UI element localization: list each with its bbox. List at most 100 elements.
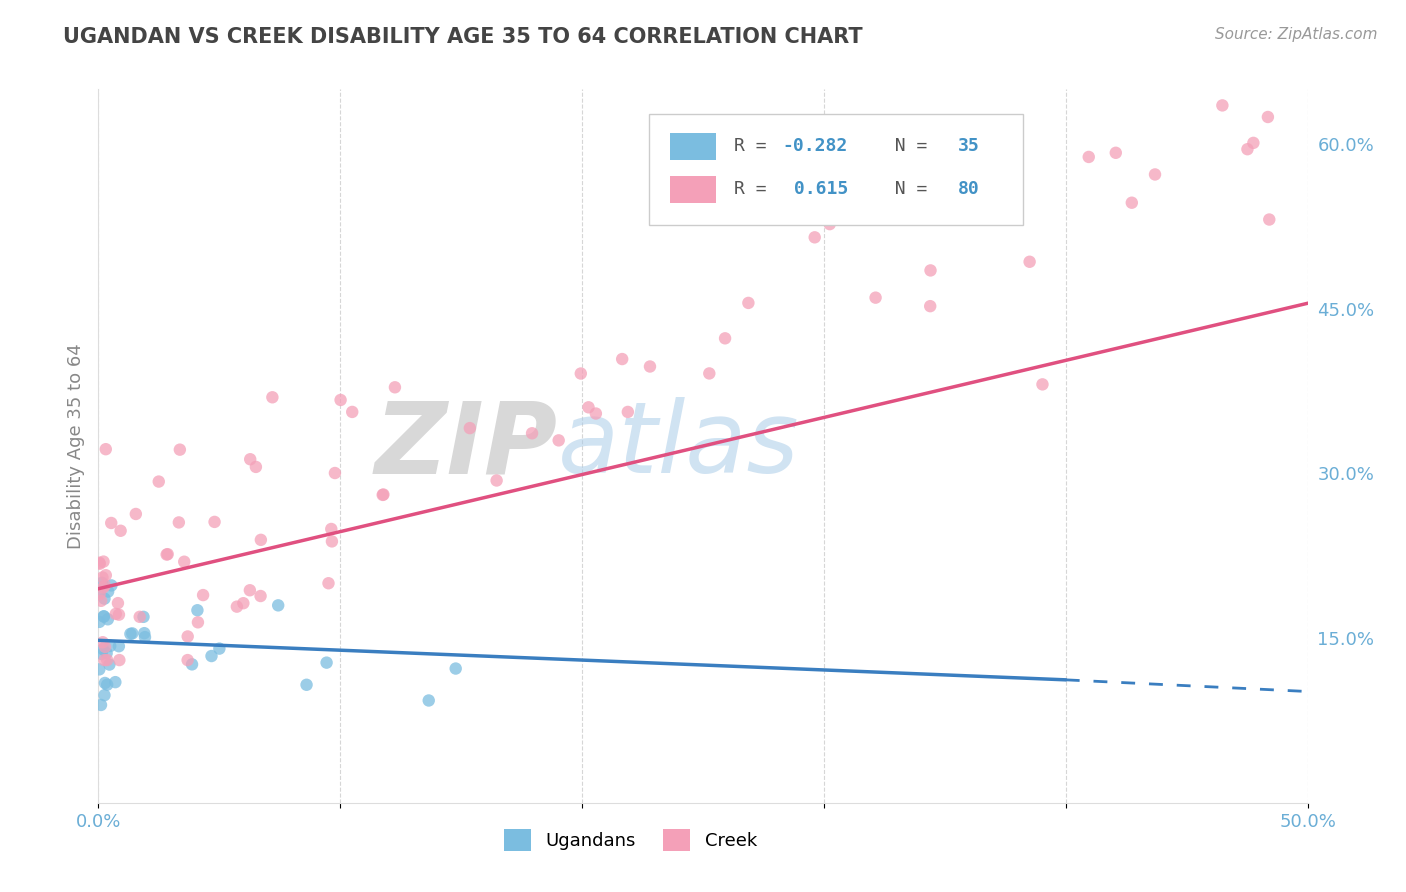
Point <box>315 656 337 670</box>
Text: UGANDAN VS CREEK DISABILITY AGE 35 TO 64 CORRELATION CHART: UGANDAN VS CREEK DISABILITY AGE 35 TO 64… <box>63 27 863 46</box>
Point <box>208 641 231 656</box>
Point <box>617 405 640 419</box>
Point <box>418 693 440 707</box>
Point <box>121 626 143 640</box>
Text: R =: R = <box>734 137 778 155</box>
Text: 35: 35 <box>957 137 980 155</box>
Point <box>176 630 198 644</box>
Point <box>444 661 467 675</box>
Point <box>104 675 127 690</box>
Text: R =: R = <box>734 180 778 198</box>
Text: N =: N = <box>873 137 939 155</box>
Point <box>225 599 247 614</box>
Point <box>91 581 114 595</box>
Point <box>169 442 191 457</box>
Point <box>98 639 121 653</box>
Point <box>167 516 190 530</box>
Point <box>108 607 131 622</box>
Point <box>1018 254 1040 268</box>
Point <box>920 299 942 313</box>
Point <box>232 596 254 610</box>
Point <box>134 630 156 644</box>
Point <box>94 676 117 690</box>
Point <box>93 688 115 702</box>
Point <box>737 296 759 310</box>
Text: -0.282: -0.282 <box>783 137 848 155</box>
Bar <box>671 133 716 160</box>
Point <box>200 648 222 663</box>
Point <box>321 534 343 549</box>
Point <box>90 698 112 712</box>
Point <box>204 515 226 529</box>
Point <box>176 653 198 667</box>
Point <box>321 522 343 536</box>
Point <box>239 583 262 598</box>
Point <box>108 639 131 653</box>
Point <box>730 187 752 202</box>
Point <box>1257 110 1279 124</box>
Point <box>547 434 569 448</box>
Point <box>94 568 117 582</box>
Point <box>373 487 395 501</box>
Point <box>342 405 364 419</box>
Point <box>93 653 115 667</box>
Point <box>94 640 117 654</box>
Point <box>97 612 120 626</box>
Point <box>371 488 394 502</box>
Point <box>920 263 942 277</box>
Point <box>249 589 271 603</box>
Point <box>96 646 118 660</box>
Point <box>90 575 112 590</box>
Point <box>262 390 284 404</box>
Point <box>90 647 112 661</box>
Point <box>187 615 209 630</box>
Point <box>181 657 204 672</box>
Text: 0.615: 0.615 <box>783 180 848 198</box>
Point <box>1031 377 1053 392</box>
Point <box>94 578 117 592</box>
Point <box>93 555 115 569</box>
Point <box>89 615 111 629</box>
Point <box>91 635 114 649</box>
Point <box>520 426 543 441</box>
Point <box>865 291 887 305</box>
Y-axis label: Disability Age 35 to 64: Disability Age 35 to 64 <box>66 343 84 549</box>
Point <box>125 507 148 521</box>
Point <box>569 367 592 381</box>
Point <box>104 607 127 621</box>
Text: Source: ZipAtlas.com: Source: ZipAtlas.com <box>1215 27 1378 42</box>
Point <box>108 653 131 667</box>
Point <box>96 653 118 667</box>
Point <box>1105 145 1128 160</box>
Point <box>803 230 825 244</box>
Point <box>585 407 607 421</box>
Point <box>191 588 214 602</box>
Point <box>239 452 262 467</box>
Point <box>89 587 111 601</box>
Point <box>1143 168 1166 182</box>
Point <box>148 475 170 489</box>
Point <box>458 421 481 435</box>
Point <box>818 217 841 231</box>
Point <box>107 596 129 610</box>
Point <box>93 609 115 624</box>
Point <box>638 359 661 374</box>
Point <box>295 678 318 692</box>
Point <box>132 610 155 624</box>
Point <box>323 466 346 480</box>
Point <box>1077 150 1099 164</box>
Point <box>91 642 114 657</box>
Point <box>128 610 150 624</box>
Point <box>93 609 115 624</box>
Text: atlas: atlas <box>558 398 800 494</box>
Point <box>267 599 290 613</box>
Text: N =: N = <box>873 180 939 198</box>
Point <box>89 662 111 676</box>
Bar <box>671 176 716 202</box>
Point <box>100 578 122 592</box>
Point <box>89 585 111 599</box>
Point <box>98 657 121 672</box>
Point <box>1241 136 1264 150</box>
Point <box>91 570 114 584</box>
Point <box>110 524 132 538</box>
